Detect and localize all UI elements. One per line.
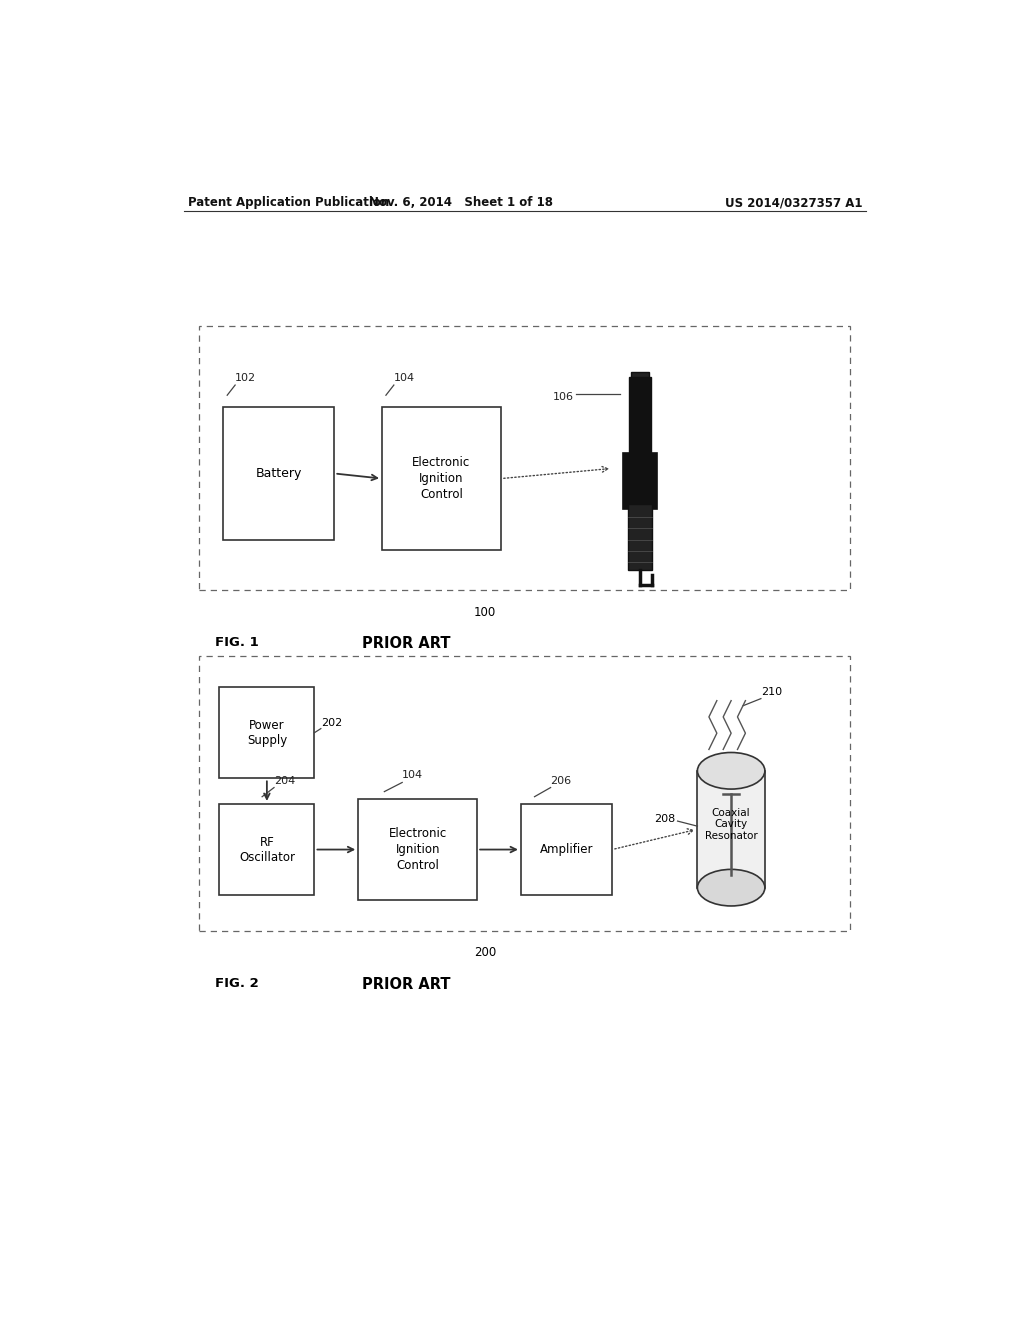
Text: RF
Oscillator: RF Oscillator	[239, 836, 295, 863]
Text: 106: 106	[553, 392, 573, 403]
FancyBboxPatch shape	[219, 686, 314, 779]
Text: US 2014/0327357 A1: US 2014/0327357 A1	[725, 195, 862, 209]
FancyBboxPatch shape	[219, 804, 314, 895]
Text: PRIOR ART: PRIOR ART	[362, 636, 451, 651]
Text: Nov. 6, 2014   Sheet 1 of 18: Nov. 6, 2014 Sheet 1 of 18	[370, 195, 553, 209]
Ellipse shape	[697, 870, 765, 906]
FancyBboxPatch shape	[629, 378, 651, 458]
FancyBboxPatch shape	[382, 408, 501, 549]
Text: 102: 102	[236, 374, 256, 383]
Ellipse shape	[697, 752, 765, 789]
FancyBboxPatch shape	[624, 453, 656, 510]
Text: Electronic
Ignition
Control: Electronic Ignition Control	[413, 457, 471, 502]
Text: FIG. 1: FIG. 1	[215, 636, 259, 649]
Text: 104: 104	[394, 374, 415, 383]
Text: Coaxial
Cavity
Resonator: Coaxial Cavity Resonator	[705, 808, 758, 841]
FancyBboxPatch shape	[521, 804, 612, 895]
Text: 210: 210	[761, 686, 782, 697]
Text: 100: 100	[474, 606, 497, 619]
Text: Battery: Battery	[256, 467, 302, 480]
Text: 206: 206	[551, 776, 571, 785]
Text: 208: 208	[653, 814, 675, 824]
Text: 200: 200	[474, 946, 497, 960]
Text: 104: 104	[402, 771, 423, 780]
Text: PRIOR ART: PRIOR ART	[362, 977, 451, 991]
Text: 204: 204	[274, 776, 295, 785]
Text: 202: 202	[321, 718, 342, 727]
FancyBboxPatch shape	[358, 799, 477, 900]
FancyBboxPatch shape	[697, 771, 765, 887]
Text: Electronic
Ignition
Control: Electronic Ignition Control	[388, 828, 446, 873]
FancyBboxPatch shape	[223, 408, 334, 540]
FancyBboxPatch shape	[628, 504, 652, 570]
Text: FIG. 2: FIG. 2	[215, 977, 259, 990]
Text: Patent Application Publication: Patent Application Publication	[187, 195, 389, 209]
Text: Amplifier: Amplifier	[540, 843, 593, 857]
Text: Power
Supply: Power Supply	[247, 718, 287, 747]
FancyBboxPatch shape	[631, 372, 648, 397]
